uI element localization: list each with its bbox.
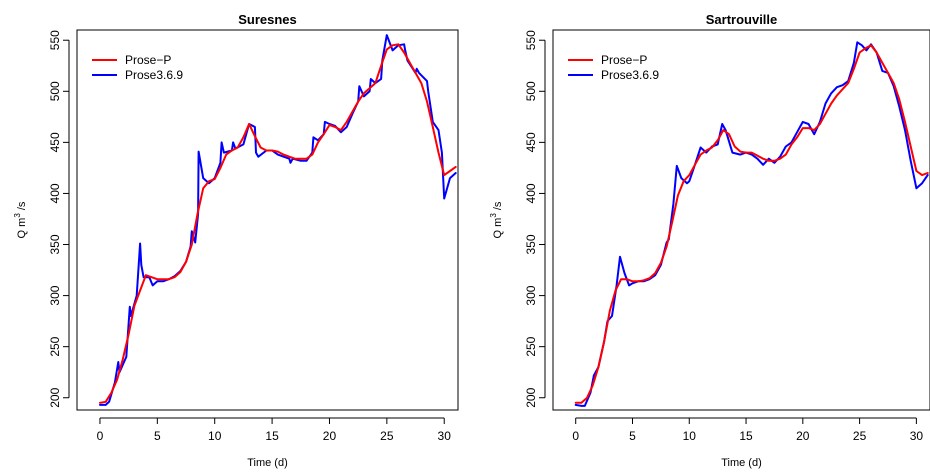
y-axis-label: Q m3 /s <box>489 201 504 238</box>
x-tick-label: 10 <box>683 429 697 443</box>
y-tick-label: 250 <box>48 336 62 356</box>
x-axis: 0 5 10 15 20 25 30 <box>572 417 924 443</box>
series-line-prose-p <box>574 44 929 404</box>
chart-panel-suresnes: Suresnes 0 5 10 15 20 25 30 200 250 300 350 400 450 50… <box>13 12 459 469</box>
y-tick-label: 450 <box>524 132 538 152</box>
y-tick-label: 450 <box>48 132 62 152</box>
series-line-prose-3-6-9 <box>574 41 929 407</box>
y-axis-label-unit: /s <box>16 201 28 213</box>
y-axis-label-unit: /s <box>492 201 504 213</box>
y-tick-label: 400 <box>524 183 538 203</box>
y-axis-label-superscript: 3 <box>13 213 22 218</box>
x-tick-label: 30 <box>438 429 452 443</box>
x-tick-label: 15 <box>265 429 279 443</box>
x-tick-label: 25 <box>380 429 394 443</box>
y-tick-label: 550 <box>524 30 538 50</box>
chart-title: Suresnes <box>238 12 297 27</box>
plot-frame <box>76 29 459 411</box>
x-tick-label: 10 <box>208 429 222 443</box>
y-tick-label: 350 <box>524 234 538 254</box>
x-axis-label: Time (d) <box>247 457 288 469</box>
y-tick-label: 550 <box>48 30 62 50</box>
y-axis-label-superscript: 3 <box>489 213 498 218</box>
chart-title: Sartrouville <box>706 12 778 27</box>
x-tick-label: 0 <box>572 429 579 443</box>
y-tick-label: 300 <box>524 285 538 305</box>
legend-label: Prose−P <box>601 53 647 67</box>
series-line-prose-p <box>99 43 457 404</box>
y-tick-label: 300 <box>48 285 62 305</box>
y-tick-label: 500 <box>524 81 538 101</box>
y-axis-label-main: Q m <box>16 218 28 239</box>
x-tick-label: 20 <box>323 429 337 443</box>
y-axis-label: Q m3 /s <box>13 201 28 238</box>
y-axis: 200 250 300 350 400 450 500 550 <box>524 30 546 408</box>
series-group <box>574 41 929 407</box>
x-axis-label: Time (d) <box>721 457 762 469</box>
x-axis: 0 5 10 15 20 25 30 <box>97 417 452 443</box>
x-tick-label: 15 <box>739 429 753 443</box>
y-axis: 200 250 300 350 400 450 500 550 <box>48 30 70 408</box>
y-tick-label: 200 <box>524 387 538 407</box>
x-tick-label: 5 <box>154 429 161 443</box>
x-tick-label: 20 <box>796 429 810 443</box>
series-group <box>99 34 457 406</box>
plot-frame <box>552 29 930 411</box>
series-line-prose-3-6-9 <box>99 34 457 406</box>
x-tick-label: 0 <box>97 429 104 443</box>
y-tick-label: 250 <box>524 336 538 356</box>
x-tick-label: 25 <box>853 429 867 443</box>
y-tick-label: 350 <box>48 234 62 254</box>
y-tick-label: 200 <box>48 387 62 407</box>
y-tick-label: 500 <box>48 81 62 101</box>
chart-panel-sartrouville: Sartrouville 0 5 10 15 20 25 30 200 250 300 350 400 4… <box>489 12 930 469</box>
x-tick-label: 30 <box>910 429 924 443</box>
legend-label: Prose3.6.9 <box>125 68 183 82</box>
y-tick-label: 400 <box>48 183 62 203</box>
legend-label: Prose−P <box>125 53 171 67</box>
x-tick-label: 5 <box>629 429 636 443</box>
legend-label: Prose3.6.9 <box>601 68 659 82</box>
y-axis-label-main: Q m <box>492 218 504 239</box>
